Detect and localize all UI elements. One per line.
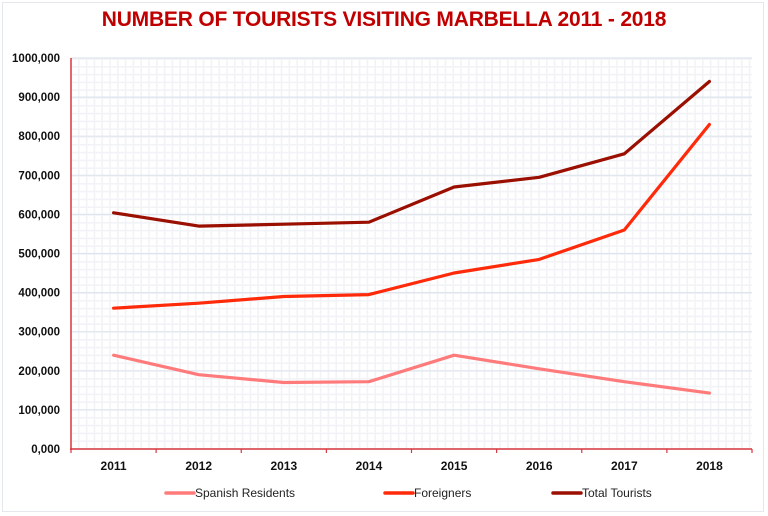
legend-item: Spanish Residents bbox=[164, 486, 295, 500]
x-tick-label: 2017 bbox=[611, 459, 638, 473]
x-tick-label: 2011 bbox=[101, 459, 127, 473]
y-tick-label: 800,000 bbox=[18, 131, 60, 143]
y-tick-label: 400,000 bbox=[18, 288, 60, 300]
y-tick-label: 200,000 bbox=[18, 366, 60, 378]
y-tick-label: 0,000 bbox=[31, 444, 60, 456]
legend-label: Foreigners bbox=[414, 486, 471, 500]
x-tick-label: 2015 bbox=[441, 459, 468, 473]
x-tick-label: 2014 bbox=[356, 459, 383, 473]
chart-title: NUMBER OF TOURISTS VISITING MARBELLA 201… bbox=[101, 8, 667, 31]
axes bbox=[70, 58, 753, 453]
series-lines bbox=[111, 79, 712, 395]
legend-label: Total Tourists bbox=[582, 486, 652, 500]
y-tick-label: 300,000 bbox=[18, 327, 60, 339]
x-tick-label: 2012 bbox=[185, 459, 212, 473]
x-tick-labels: 2011 2012 2013 2014 2015 2016 2017 2018 bbox=[101, 459, 724, 473]
series-line-total-tourists bbox=[111, 79, 712, 228]
series-line-spanish-residents bbox=[111, 353, 712, 395]
legend-item: Foreigners bbox=[383, 486, 471, 500]
series-line-foreigners bbox=[111, 122, 712, 310]
y-tick-label: 100,000 bbox=[18, 405, 60, 417]
y-tick-label: 600,000 bbox=[18, 209, 60, 221]
x-tick-label: 2018 bbox=[696, 459, 723, 473]
legend: Spanish Residents Foreigners Total Tourist… bbox=[164, 486, 652, 500]
y-tick-label: 700,000 bbox=[18, 170, 60, 182]
y-tick-label: 900,000 bbox=[18, 92, 60, 104]
y-tick-labels: 0,000 100,000 200,000 300,000 400,000 500,000… bbox=[12, 53, 60, 456]
y-tick-label: 1000,000 bbox=[12, 53, 60, 65]
x-tick-label: 2016 bbox=[526, 459, 553, 473]
x-tick-label: 2013 bbox=[270, 459, 297, 473]
legend-item: Total Tourists bbox=[551, 486, 652, 500]
legend-label: Spanish Residents bbox=[195, 486, 295, 500]
y-tick-label: 500,000 bbox=[18, 249, 60, 261]
